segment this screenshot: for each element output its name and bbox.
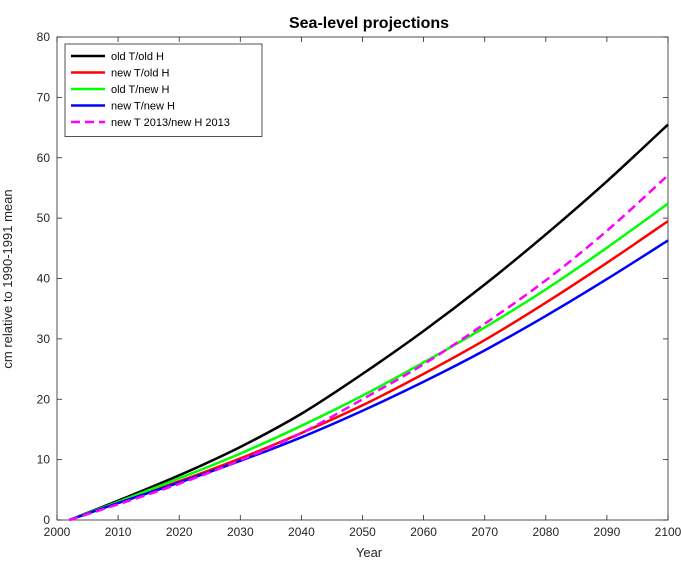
y-tick-label: 30	[37, 332, 51, 346]
legend-label: new T 2013/new H 2013	[111, 117, 230, 129]
x-tick-label: 2040	[288, 525, 315, 539]
series-line-3	[68, 202, 669, 522]
legend: old T/old H new T/old H old T/new H new T/n…	[64, 43, 263, 137]
y-tick-label: 80	[37, 30, 51, 44]
x-tick-label: 2010	[105, 525, 132, 539]
y-tick-label: 60	[37, 151, 51, 165]
series-line-1	[68, 123, 669, 522]
y-tick-label: 70	[37, 90, 51, 104]
series-line-5	[68, 174, 669, 522]
legend-label: new T/old H	[111, 68, 170, 80]
x-tick-label: 2050	[349, 525, 376, 539]
axis-ticks: 2000 2010 2020 2030 2040 2050 2060 2070 2080 2090…	[37, 30, 681, 539]
x-tick-label: 2060	[410, 525, 437, 539]
x-tick-label: 2090	[594, 525, 621, 539]
x-tick-label: 2000	[44, 525, 71, 539]
series-lines	[68, 123, 669, 522]
series-line-4	[68, 239, 669, 522]
chart-title: Sea-level projections	[289, 15, 449, 32]
x-tick-label: 2100	[655, 525, 681, 539]
y-tick-label: 40	[37, 272, 51, 286]
y-tick-label: 10	[37, 453, 51, 467]
y-tick-label: 20	[37, 392, 51, 406]
x-axis-label: Year	[356, 545, 383, 560]
x-tick-label: 2080	[532, 525, 559, 539]
legend-label: new T/new H	[111, 101, 175, 113]
y-axis-label: cm relative to 1990-1991 mean	[0, 189, 15, 368]
legend-label: old T/old H	[111, 51, 164, 63]
y-tick-label: 50	[37, 211, 51, 225]
x-tick-label: 2030	[227, 525, 254, 539]
legend-label: old T/new H	[111, 84, 170, 96]
x-tick-label: 2020	[166, 525, 193, 539]
x-tick-label: 2070	[471, 525, 498, 539]
y-tick-label: 0	[43, 513, 50, 527]
